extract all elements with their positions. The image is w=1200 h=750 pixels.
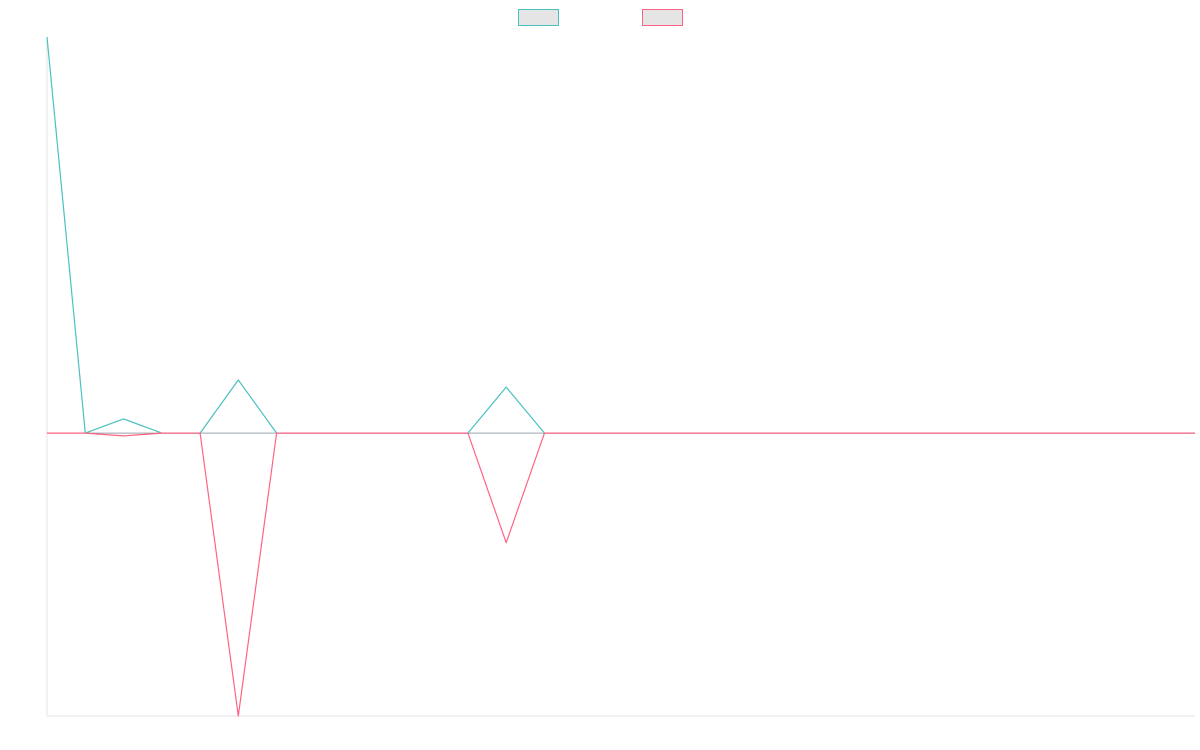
legend-swatch-series_a[interactable] bbox=[518, 9, 559, 26]
chart-axes bbox=[46, 37, 1195, 717]
series-line-series_a bbox=[46, 36, 1195, 434]
legend bbox=[518, 9, 683, 26]
series-layer bbox=[46, 36, 1195, 717]
legend-swatch-series_b[interactable] bbox=[642, 9, 683, 26]
series-line-series_b bbox=[47, 432, 1195, 717]
